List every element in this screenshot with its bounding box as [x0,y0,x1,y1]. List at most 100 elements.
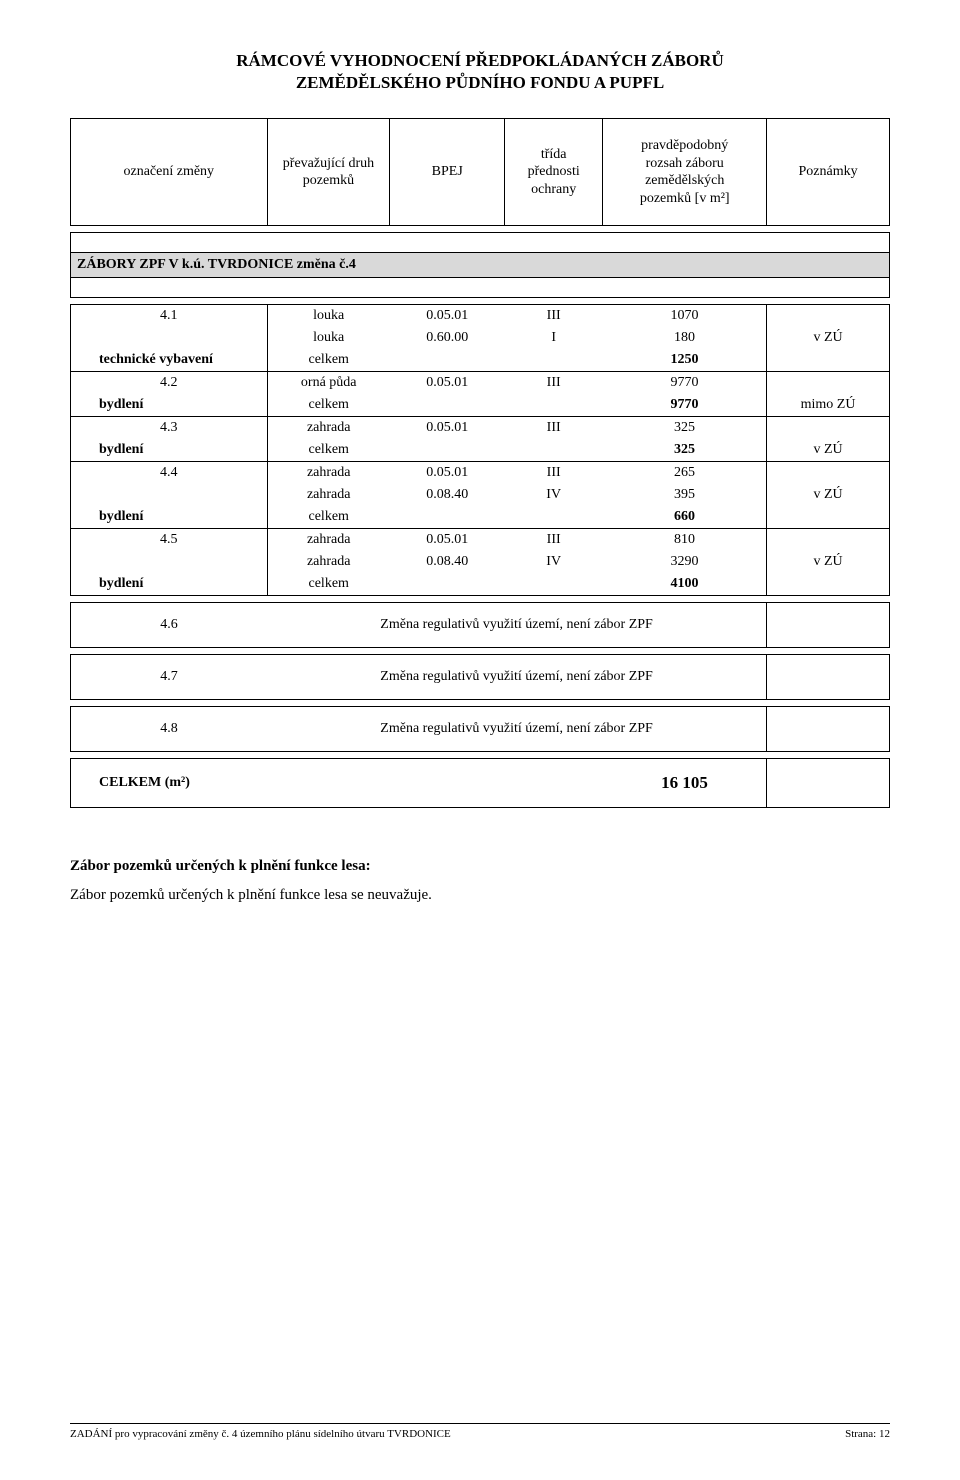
row-bpej [390,573,505,596]
sum-label: bydlení [71,573,268,596]
sum-label: technické vybavení [71,349,268,372]
row-druh: zahrada [267,484,390,506]
row-bpej [390,439,505,462]
row-druh: louka [267,305,390,328]
row-rozsah: 3290 [603,551,767,573]
row-trida: IV [505,551,603,573]
row-poznamky: v ZÚ [767,484,890,506]
row-bpej: 0.05.01 [390,417,505,440]
row-oznaceni: 4.2 [71,372,268,395]
row-rozsah: 325 [603,417,767,440]
header-table: označení změny převažující druhpozemků B… [70,118,890,226]
body-text-heading: Zábor pozemků určených k plnění funkce l… [70,858,890,875]
row-poznamky [767,573,890,596]
row-poznamky: v ZÚ [767,551,890,573]
row-druh: zahrada [267,551,390,573]
page-title-line1: RÁMCOVÉ VYHODNOCENÍ PŘEDPOKLÁDANÝCH ZÁBO… [70,50,890,72]
row-druh: celkem [267,506,390,529]
row-bpej [390,506,505,529]
row-trida: IV [505,484,603,506]
reg-poznamky [767,655,890,700]
header-col-bpej: BPEJ [390,119,505,226]
regulation-row: 4.6Změna regulativů využití území, není … [71,603,890,648]
page-title-line2: ZEMĚDĚLSKÉHO PŮDNÍHO FONDU A PUPFL [70,72,890,94]
sum-value: 4100 [603,573,767,596]
row-bpej: 0.05.01 [390,372,505,395]
row-trida: III [505,462,603,485]
total-label: CELKEM (m²) [71,759,268,808]
body-text-paragraph: Zábor pozemků určených k plnění funkce l… [70,887,890,904]
row-bpej: 0.05.01 [390,462,505,485]
sum-label: bydlení [71,439,268,462]
sum-label: bydlení [71,394,268,417]
row-poznamky [767,305,890,328]
table-row: 4.1louka0.05.01III1070 [71,305,890,328]
footer-left: ZADÁNÍ pro vypracování změny č. 4 územní… [70,1428,451,1440]
row-trida [505,506,603,529]
header-col-roz: pravděpodobnýrozsah záboruzemědělskýchpo… [603,119,767,226]
row-bpej: 0.60.00 [390,327,505,349]
row-druh: celkem [267,349,390,372]
row-bpej: 0.08.40 [390,484,505,506]
row-druh: zahrada [267,462,390,485]
header-col-ozn: označení změny [71,119,268,226]
total-row: CELKEM (m²) 16 105 [71,759,890,808]
row-trida: III [505,417,603,440]
row-druh: celkem [267,573,390,596]
row-druh: zahrada [267,529,390,552]
row-oznaceni [71,484,268,506]
section-spacer-below [71,278,890,298]
row-oznaceni [71,327,268,349]
row-bpej [390,394,505,417]
row-trida: III [505,372,603,395]
row-trida [505,439,603,462]
reg-oznaceni: 4.8 [71,707,268,752]
row-rozsah: 265 [603,462,767,485]
row-poznamky: v ZÚ [767,439,890,462]
row-rozsah: 1070 [603,305,767,328]
row-bpej: 0.05.01 [390,529,505,552]
row-rozsah: 810 [603,529,767,552]
body-text-block: Zábor pozemků určených k plnění funkce l… [70,858,890,904]
row-poznamky [767,529,890,552]
header-col-pozn: Poznámky [767,119,890,226]
row-poznamky [767,462,890,485]
header-col-trida: třídapřednostiochrany [505,119,603,226]
table-row: technické vybavenícelkem 1250 [71,349,890,372]
sum-value: 9770 [603,394,767,417]
reg-poznamky [767,603,890,648]
row-poznamky [767,372,890,395]
row-oznaceni: 4.3 [71,417,268,440]
section-block: ZÁBORY ZPF V k.ú. TVRDONICE změna č.4 [70,232,890,298]
row-trida [505,394,603,417]
table-row: zahrada0.08.40IV395v ZÚ [71,484,890,506]
section-spacer-above [71,233,890,253]
row-oznaceni: 4.5 [71,529,268,552]
row-druh: orná půda [267,372,390,395]
regulation-row: 4.7Změna regulativů využití území, není … [71,655,890,700]
reg-poznamky [767,707,890,752]
table-row: 4.5zahrada0.05.01III810 [71,529,890,552]
row-oznaceni: 4.4 [71,462,268,485]
row-oznaceni [71,551,268,573]
table-row: bydlenícelkem9770mimo ZÚ [71,394,890,417]
sum-value: 1250 [603,349,767,372]
row-trida: III [505,305,603,328]
row-rozsah: 395 [603,484,767,506]
regulation-table: 4.7Změna regulativů využití území, není … [70,654,890,700]
footer-page-number: 12 [879,1428,890,1440]
row-trida: I [505,327,603,349]
table-row: louka0.60.00I180v ZÚ [71,327,890,349]
row-druh: louka [267,327,390,349]
page-footer: ZADÁNÍ pro vypracování změny č. 4 územní… [70,1423,890,1440]
data-table: 4.1louka0.05.01III1070louka0.60.00I180v … [70,304,890,596]
sum-value: 660 [603,506,767,529]
reg-text: Změna regulativů využití území, není záb… [267,707,767,752]
sum-label: bydlení [71,506,268,529]
row-druh: celkem [267,394,390,417]
sum-value: 325 [603,439,767,462]
header-col-druh: převažující druhpozemků [267,119,390,226]
footer-right-label: Strana: [845,1428,876,1440]
row-rozsah: 180 [603,327,767,349]
table-row: 4.2orná půda0.05.01III9770 [71,372,890,395]
